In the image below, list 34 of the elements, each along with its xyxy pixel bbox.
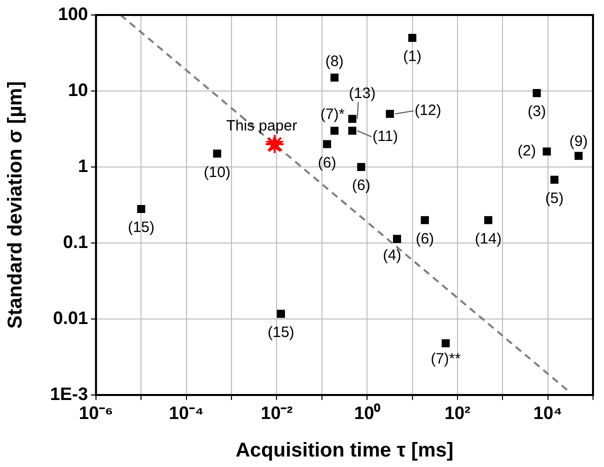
annotation: (4) <box>382 247 402 264</box>
annotation: (13) <box>348 84 376 102</box>
annotation: (11) <box>372 128 398 145</box>
annotation: (1) <box>403 48 422 66</box>
x-tick-label: 10⁴ <box>533 402 562 423</box>
annotation: (6) <box>352 177 370 194</box>
annotation: (12) <box>414 102 442 120</box>
annotation: (3) <box>528 103 546 120</box>
y-tick-label: 100 <box>58 4 88 24</box>
annotation: (14) <box>474 230 502 248</box>
annotation: (6) <box>318 154 336 172</box>
y-tick-label: 0.01 <box>52 308 88 328</box>
annotation: (10) <box>204 164 230 181</box>
x-tick-label: 10⁻⁶ <box>78 402 114 423</box>
annotation: (15) <box>128 219 155 236</box>
annotation: (2) <box>518 142 536 160</box>
y-tick-label: 0.1 <box>62 232 88 252</box>
annotation: (6) <box>416 230 434 248</box>
annotation: (8) <box>325 52 344 70</box>
annotation: (7)** <box>430 350 461 368</box>
x-axis-title: Acquisition time τ [ms] <box>236 440 454 462</box>
y-tick-label: 10 <box>68 80 88 100</box>
x-tick-label: 10⁻⁴ <box>168 402 204 423</box>
x-tick-label: 10⁻² <box>260 402 293 423</box>
annotation: (5) <box>545 190 564 207</box>
annotation: (7)* <box>320 106 345 123</box>
x-tick-label: 10² <box>444 402 470 423</box>
x-tick-label: 10⁰ <box>354 402 382 423</box>
series-label: This paper <box>226 117 298 134</box>
y-tick-label: 1 <box>78 156 88 176</box>
y-axis-title: Standard deviation σ [µm] <box>4 81 27 329</box>
annotation: (15) <box>268 324 294 341</box>
annotation: (9) <box>569 133 588 150</box>
y-tick-label: 1E-3 <box>50 384 88 404</box>
